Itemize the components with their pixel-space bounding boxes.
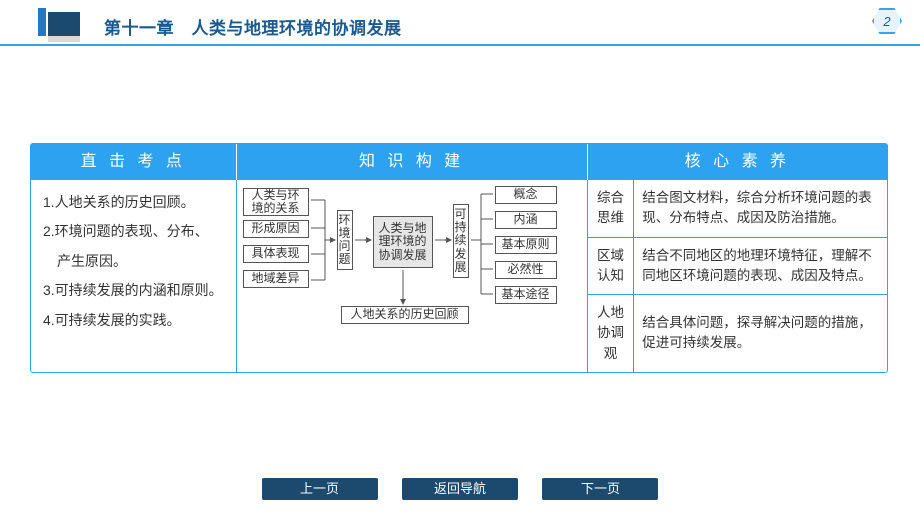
diagram-node-vertical: 可持续发展 xyxy=(453,204,469,278)
competency-row: 区域认知 结合不同地区的地理环境特征，理解不同地区环境问题的表现、成因及特点。 xyxy=(588,237,887,295)
knowledge-diagram: 人类与环境的关系 形成原因 具体表现 地域差异 环境问题 人类与地理环境的协调发… xyxy=(243,186,581,340)
diagram-node: 概念 xyxy=(495,186,557,204)
accent-bar-1 xyxy=(38,8,46,36)
competency-label: 区域认知 xyxy=(588,237,634,295)
exam-point: 2.环境问题的表现、分布、 xyxy=(43,217,224,246)
grid-header-row: 直 击 考 点 知 识 构 建 核 心 素 养 xyxy=(31,144,887,180)
competency-label: 综合思维 xyxy=(588,180,634,237)
competency-row: 人地协调观 结合具体问题，探寻解决问题的措施，促进可持续发展。 xyxy=(588,295,887,372)
diagram-node: 形成原因 xyxy=(243,220,309,238)
competency-row: 综合思维 结合图文材料，综合分析环境问题的表现、分布特点、成因及防治措施。 xyxy=(588,180,887,237)
page-number-badge: 2 xyxy=(872,8,902,34)
accent-bar-2 xyxy=(48,12,80,36)
competency-label: 人地协调观 xyxy=(588,295,634,372)
exam-point: 产生原因。 xyxy=(43,247,224,276)
next-button[interactable]: 下一页 xyxy=(542,478,658,500)
col-header-competency: 核 心 素 养 xyxy=(588,144,887,180)
exam-point: 4.可持续发展的实践。 xyxy=(43,306,224,335)
grid-body-row: 1.人地关系的历史回顾。 2.环境问题的表现、分布、 产生原因。 3.可持续发展… xyxy=(31,180,887,372)
competency-cell: 综合思维 结合图文材料，综合分析环境问题的表现、分布特点、成因及防治措施。 区域… xyxy=(588,180,887,372)
col-header-exam: 直 击 考 点 xyxy=(31,144,237,180)
diagram-node-vertical: 环境问题 xyxy=(337,210,353,270)
competency-table: 综合思维 结合图文材料，综合分析环境问题的表现、分布特点、成因及防治措施。 区域… xyxy=(588,180,887,372)
footer-nav: 上一页 返回导航 下一页 xyxy=(0,478,920,500)
exam-points-cell: 1.人地关系的历史回顾。 2.环境问题的表现、分布、 产生原因。 3.可持续发展… xyxy=(31,180,237,372)
exam-point: 1.人地关系的历史回顾。 xyxy=(43,188,224,217)
diagram-node: 基本途径 xyxy=(495,286,557,304)
col-header-structure: 知 识 构 建 xyxy=(237,144,588,180)
diagram-node: 基本原则 xyxy=(495,236,557,254)
diagram-cell: 人类与环境的关系 形成原因 具体表现 地域差异 环境问题 人类与地理环境的协调发… xyxy=(237,180,588,372)
accent-bar-3 xyxy=(48,36,80,42)
diagram-node: 人类与环境的关系 xyxy=(243,188,309,216)
exam-point: 3.可持续发展的内涵和原则。 xyxy=(43,276,224,305)
title-underline xyxy=(0,44,920,46)
diagram-node: 必然性 xyxy=(495,261,557,279)
diagram-node-center: 人类与地理环境的协调发展 xyxy=(373,216,433,268)
competency-text: 结合图文材料，综合分析环境问题的表现、分布特点、成因及防治措施。 xyxy=(634,180,887,237)
home-button[interactable]: 返回导航 xyxy=(402,478,518,500)
competency-text: 结合具体问题，探寻解决问题的措施，促进可持续发展。 xyxy=(634,295,887,372)
competency-text: 结合不同地区的地理环境特征，理解不同地区环境问题的表现、成因及特点。 xyxy=(634,237,887,295)
diagram-node: 内涵 xyxy=(495,211,557,229)
diagram-node: 具体表现 xyxy=(243,245,309,263)
diagram-node: 地域差异 xyxy=(243,270,309,288)
diagram-node-bottom: 人地关系的历史回顾 xyxy=(341,306,469,324)
prev-button[interactable]: 上一页 xyxy=(262,478,378,500)
content-grid: 直 击 考 点 知 识 构 建 核 心 素 养 1.人地关系的历史回顾。 2.环… xyxy=(30,143,888,373)
chapter-title: 第十一章 人类与地理环境的协调发展 xyxy=(104,14,402,39)
